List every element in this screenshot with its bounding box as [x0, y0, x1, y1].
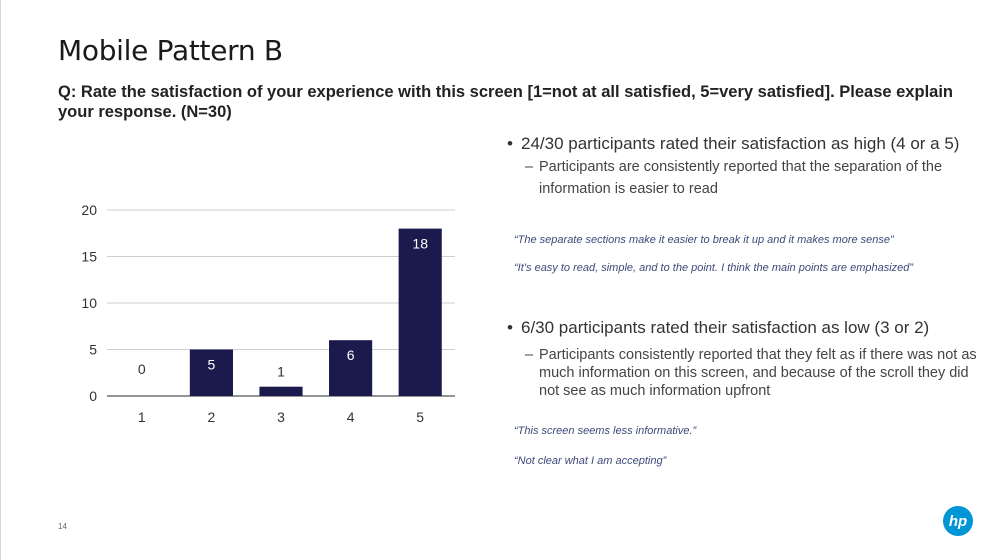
y-tick-label: 0: [89, 388, 97, 404]
bar: [398, 228, 442, 396]
finding-high-text: 24/30 participants rated their satisfact…: [521, 134, 960, 153]
hp-logo-text: hp: [949, 513, 967, 530]
bar-data-label: 6: [347, 347, 355, 363]
slide-edge: [0, 0, 1, 560]
sub-dash: –: [525, 347, 534, 363]
bar: [189, 349, 233, 396]
finding-high-detail-text: Participants are consistently reported t…: [539, 159, 943, 197]
finding-low-detail-text: Participants consistently reported that …: [539, 347, 977, 399]
survey-question: Q: Rate the satisfaction of your experie…: [58, 83, 953, 121]
y-tick-label: 15: [81, 249, 97, 265]
bar-data-label: 18: [412, 236, 428, 252]
quote-low-1: “This screen seems less informative.”: [514, 425, 697, 437]
findings-panel: • 24/30 participants rated their satisfac…: [507, 132, 977, 200]
finding-high-detail: – Participants are consistently reported …: [525, 156, 977, 200]
finding-low-text: 6/30 participants rated their satisfacti…: [521, 318, 930, 337]
bar: [329, 340, 373, 396]
x-tick-label: 5: [416, 409, 424, 425]
findings-panel-low: • 6/30 participants rated their satisfact…: [507, 316, 977, 400]
slide-title: Mobile Pattern B: [58, 34, 283, 67]
bar: [259, 386, 303, 396]
finding-low-detail: – Participants consistently reported that…: [525, 346, 977, 400]
y-tick-label: 20: [81, 202, 97, 218]
bullet-dot: •: [507, 134, 513, 153]
bar-data-label: 5: [208, 357, 216, 373]
finding-low-bullet: • 6/30 participants rated their satisfact…: [507, 316, 977, 340]
satisfaction-bar-chart: 0 5 10 15 20 0 1 5 2 1 3 6 4 18 5: [60, 190, 460, 435]
quote-low-2: “Not clear what I am accepting”: [514, 455, 667, 467]
hp-logo-circle: [943, 506, 973, 536]
bar-data-label: 1: [277, 364, 285, 380]
bullet-dot: •: [507, 318, 513, 337]
x-tick-label: 1: [138, 409, 146, 425]
x-tick-label: 4: [347, 409, 355, 425]
page-number: 14: [58, 522, 67, 531]
quote-high-2: “It’s easy to read, simple, and to the p…: [514, 262, 914, 274]
quote-high-1: “The separate sections make it easier to…: [514, 234, 894, 246]
y-tick-label: 5: [89, 342, 97, 358]
finding-high-bullet: • 24/30 participants rated their satisfac…: [507, 132, 977, 156]
bar-data-label: 0: [138, 361, 146, 377]
y-tick-label: 10: [81, 295, 97, 311]
hp-logo: hp: [943, 506, 973, 536]
x-tick-label: 2: [208, 409, 216, 425]
x-tick-label: 3: [277, 409, 285, 425]
sub-dash: –: [525, 159, 534, 175]
